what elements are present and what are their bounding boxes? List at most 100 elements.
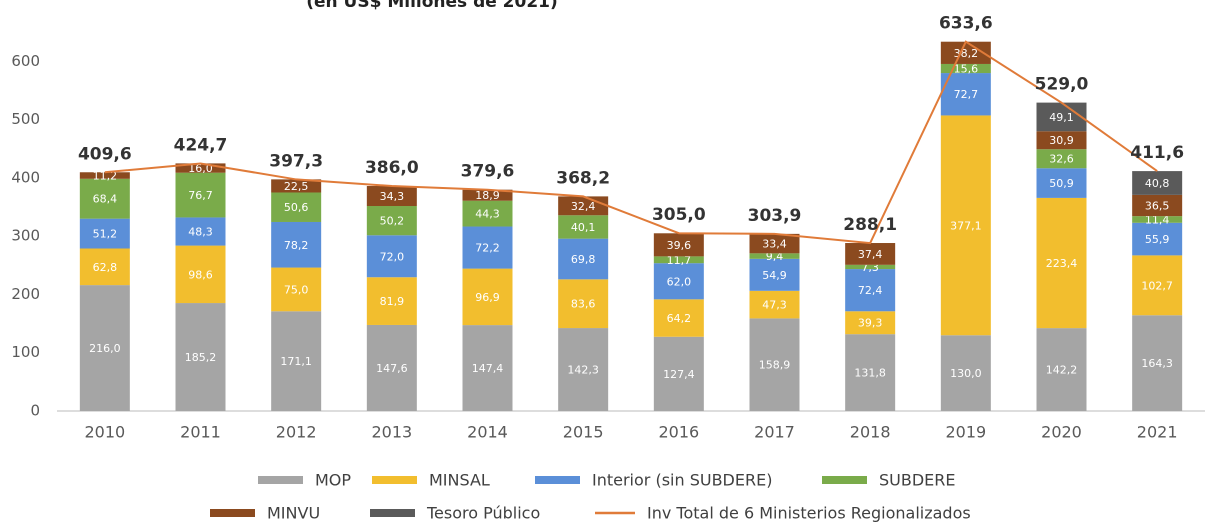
bar-segment	[653, 256, 704, 264]
y-tick-label: 0	[30, 402, 40, 420]
segment-label: 72,2	[475, 242, 500, 255]
legend-label: Inv Total de 6 Ministerios Regionalizado…	[647, 504, 971, 523]
total-label: 368,2	[556, 168, 610, 188]
bar-segment	[366, 206, 417, 236]
x-tick-label: 2013	[371, 423, 412, 442]
bar-segment	[1036, 149, 1087, 169]
bar-segment	[271, 179, 322, 193]
segment-label: 32,6	[1049, 153, 1074, 166]
bar-segment	[1036, 197, 1087, 329]
legend-swatch	[210, 509, 255, 517]
bar-segment	[366, 235, 417, 278]
bar-segment	[940, 41, 991, 64]
total-label: 386,0	[365, 158, 419, 178]
segment-label: 142,2	[1046, 364, 1078, 377]
segment-label: 64,2	[667, 312, 692, 325]
bar-segment	[749, 258, 800, 291]
bar-segment	[1132, 315, 1183, 411]
segment-label: 147,4	[472, 362, 504, 375]
segment-label: 69,8	[571, 253, 596, 266]
bar-segment	[749, 290, 800, 319]
segment-label: 48,3	[188, 226, 213, 239]
segment-label: 223,4	[1046, 257, 1078, 270]
segment-label: 131,8	[854, 367, 886, 380]
segment-label: 83,6	[571, 298, 596, 311]
segment-label: 55,9	[1145, 233, 1170, 246]
bar-segment	[79, 218, 130, 249]
segment-label: 76,7	[188, 189, 213, 202]
legend-swatch	[370, 509, 415, 517]
legend-label: SUBDERE	[879, 471, 956, 490]
legend-swatch	[535, 476, 580, 484]
segment-label: 51,2	[93, 228, 118, 241]
bar-segment	[1036, 328, 1087, 411]
bar-segment	[175, 303, 226, 411]
bar-segment	[79, 248, 130, 286]
bar-segment	[1132, 194, 1183, 217]
y-tick-label: 400	[11, 168, 40, 186]
segment-label: 142,3	[567, 364, 599, 377]
bar-segment	[1132, 222, 1183, 256]
bar-segment	[175, 217, 226, 246]
total-label: 529,0	[1035, 75, 1089, 95]
segment-label: 62,0	[667, 275, 692, 288]
segment-label: 33,4	[762, 238, 787, 251]
chart-title: (en US$ Millones de 2021)	[306, 0, 558, 12]
x-tick-label: 2019	[945, 423, 986, 442]
bar-segment	[749, 233, 800, 254]
total-line	[104, 40, 1158, 245]
segment-label: 50,2	[380, 215, 405, 228]
bar-segment	[271, 192, 322, 222]
bar-segment	[271, 221, 322, 268]
segment-label: 50,6	[284, 201, 309, 214]
segment-label: 40,1	[571, 221, 596, 234]
bar-segment	[1036, 102, 1087, 132]
segment-label: 75,0	[284, 283, 309, 296]
bar-segment	[940, 73, 991, 116]
segment-label: 32,4	[571, 200, 596, 213]
bar-segment	[558, 328, 609, 411]
bar-segment	[558, 238, 609, 280]
segment-label: 72,4	[858, 284, 883, 297]
segment-label: 34,3	[380, 190, 405, 203]
segment-label: 49,1	[1049, 111, 1074, 124]
bar-segment	[462, 200, 513, 227]
bar-segment	[462, 325, 513, 411]
bar-segment	[558, 279, 609, 329]
segment-label: 11,7	[667, 254, 692, 267]
total-label: 305,0	[652, 205, 706, 225]
bar-segment	[940, 63, 991, 74]
segment-label: 30,9	[1049, 134, 1074, 147]
bar-segment	[749, 318, 800, 411]
total-label: 633,6	[939, 14, 993, 34]
bar-segment	[940, 115, 991, 336]
y-tick-label: 500	[11, 110, 40, 128]
bar-segment	[366, 186, 417, 207]
x-tick-label: 2014	[467, 423, 508, 442]
legend-label: MINSAL	[429, 471, 490, 490]
segment-label: 96,9	[475, 291, 500, 304]
segment-label: 147,6	[376, 362, 408, 375]
segment-label: 11,2	[93, 170, 118, 183]
legend-label: MINVU	[267, 504, 320, 523]
bar-segment	[749, 253, 800, 259]
bar-segment	[79, 178, 130, 219]
bar-segment	[845, 264, 896, 270]
segment-label: 54,9	[762, 269, 787, 282]
segment-label: 18,9	[475, 189, 500, 202]
segment-label: 36,5	[1145, 200, 1170, 213]
total-label: 379,6	[461, 162, 515, 182]
bar-segment	[940, 335, 991, 411]
bar-segment	[845, 269, 896, 312]
total-label: 288,1	[843, 215, 897, 235]
bar-segment	[271, 267, 322, 312]
y-tick-label: 300	[11, 227, 40, 245]
segment-label: 81,9	[380, 295, 405, 308]
x-tick-label: 2021	[1137, 423, 1178, 442]
bar-segment	[175, 172, 226, 218]
segment-label: 39,6	[667, 239, 692, 252]
bar-segment	[845, 243, 896, 265]
y-tick-label: 600	[11, 52, 40, 70]
bar-segment	[175, 163, 226, 173]
x-tick-label: 2018	[850, 423, 891, 442]
